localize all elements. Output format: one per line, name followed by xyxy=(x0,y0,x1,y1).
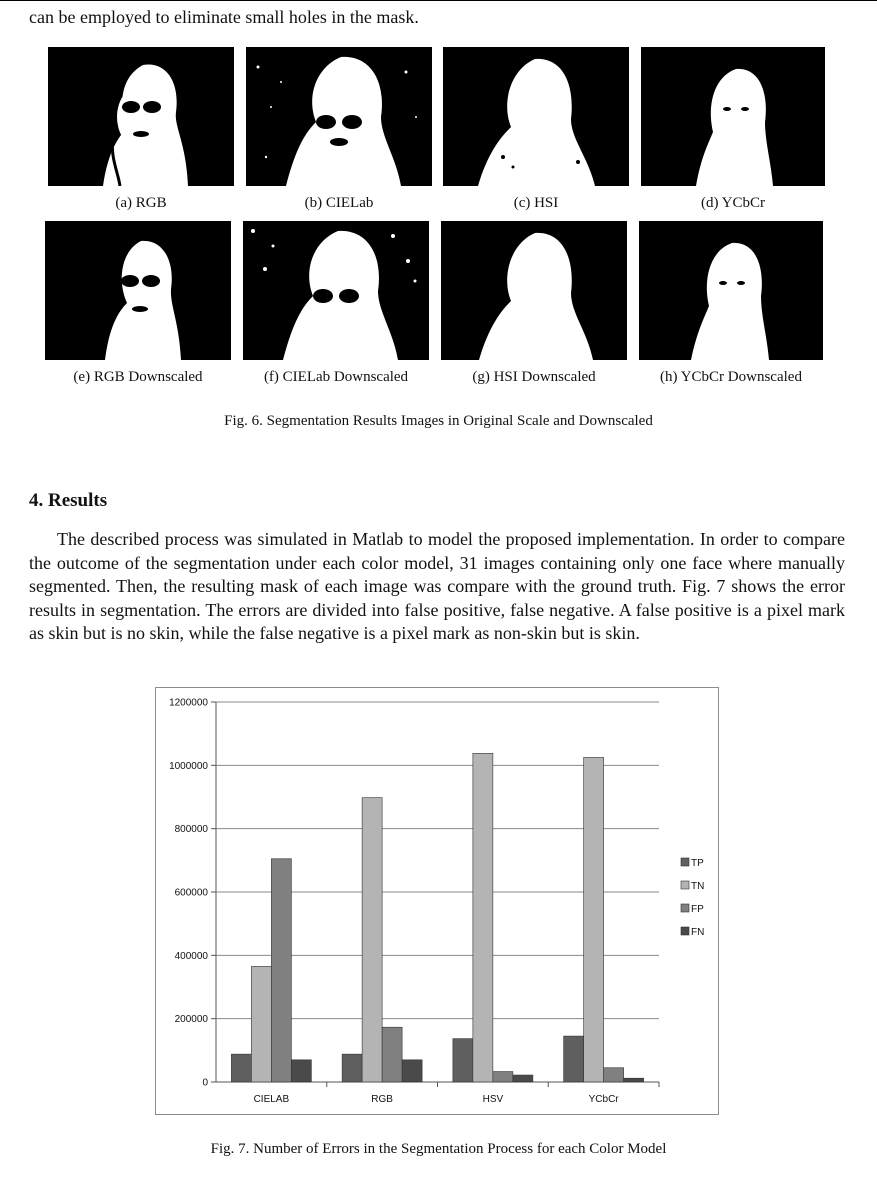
fig7-chart: 0 200000 400000 600000 800000 1000000 1200000 C… xyxy=(155,687,719,1115)
x-category-label: YCbCr xyxy=(589,1094,620,1105)
bar-tn-ycbcr xyxy=(583,757,604,1083)
x-category-label: HSV xyxy=(483,1094,504,1105)
bar-tp-rgb xyxy=(341,1053,363,1083)
legend-swatch-tn xyxy=(680,880,690,890)
fig6-image-hsi xyxy=(443,47,629,186)
fig6-image-hsi-downscaled xyxy=(441,221,627,360)
y-tick-label: 800000 xyxy=(175,824,209,835)
bar-tp-cielab xyxy=(231,1053,252,1083)
fig6-caption-a: (a) RGB xyxy=(115,195,167,211)
bar-fn-rgb xyxy=(401,1059,423,1083)
fig6-caption-e: (e) RGB Downscaled xyxy=(73,369,203,385)
y-tick-label: 1000000 xyxy=(169,761,208,772)
fig6-caption: Fig. 6. Segmentation Results Images in O… xyxy=(224,413,653,429)
bar-fp-rgb xyxy=(381,1026,403,1083)
continued-text: can be employed to eliminate small holes… xyxy=(29,7,419,27)
bar-tn-hsv xyxy=(472,753,494,1083)
page-top-rule xyxy=(0,0,877,1)
fig6-image-ycbcr-downscaled xyxy=(639,221,823,360)
bar-fp-hsv xyxy=(492,1071,514,1083)
bar-tn-cielab xyxy=(251,966,272,1083)
bar-tp-ycbcr xyxy=(563,1035,584,1083)
bar-tn-rgb xyxy=(361,797,383,1083)
fig6-image-rgb-downscaled xyxy=(45,221,231,360)
bar-fp-ycbcr xyxy=(603,1067,624,1083)
paragraph-text: The described process was simulated in M… xyxy=(29,529,845,643)
fig6-caption-g: (g) HSI Downscaled xyxy=(472,369,596,385)
fig6-image-cielab xyxy=(246,47,432,186)
fig6-caption-d: (d) YCbCr xyxy=(700,195,766,211)
y-tick-label: 200000 xyxy=(175,1014,209,1025)
fig6-image-rgb xyxy=(48,47,234,186)
legend-swatch-fn xyxy=(680,926,690,936)
fig6-image-ycbcr xyxy=(641,47,825,186)
y-tick-label: 600000 xyxy=(175,888,209,899)
section-heading: 4. Results xyxy=(29,490,108,511)
bar-fn-cielab xyxy=(291,1059,312,1083)
bar-tp-hsv xyxy=(452,1038,474,1083)
section-paragraph: The described process was simulated in M… xyxy=(29,528,845,646)
bar-fp-cielab xyxy=(271,858,292,1083)
legend-label-tp: TP xyxy=(691,858,704,869)
legend-label-tn: TN xyxy=(691,881,704,892)
fig6-caption-b: (b) CIELab xyxy=(304,195,374,211)
y-tick-label: 0 xyxy=(202,1078,208,1089)
legend-label-fn: FN xyxy=(691,927,704,938)
fig6-image-cielab-downscaled xyxy=(243,221,429,360)
chart-svg: 0 200000 400000 600000 800000 1000000 1200000 C… xyxy=(169,698,704,1106)
fig7-caption: Fig. 7. Number of Errors in the Segmenta… xyxy=(210,1141,667,1157)
legend-swatch-tp xyxy=(680,857,690,867)
x-category-label: RGB xyxy=(371,1094,393,1105)
y-tick-label: 1200000 xyxy=(169,698,208,709)
fig6-caption-f: (f) CIELab Downscaled xyxy=(263,369,409,385)
legend-swatch-fp xyxy=(680,903,690,913)
legend-label-fp: FP xyxy=(691,904,704,915)
fig6-caption-c: (c) HSI xyxy=(513,195,559,211)
bar-fn-ycbcr xyxy=(623,1077,644,1083)
fig6-caption-h: (h) YCbCr Downscaled xyxy=(660,369,802,385)
bar-fn-hsv xyxy=(512,1074,534,1083)
x-category-label: CIELAB xyxy=(254,1094,290,1105)
y-tick-label: 400000 xyxy=(175,951,209,962)
